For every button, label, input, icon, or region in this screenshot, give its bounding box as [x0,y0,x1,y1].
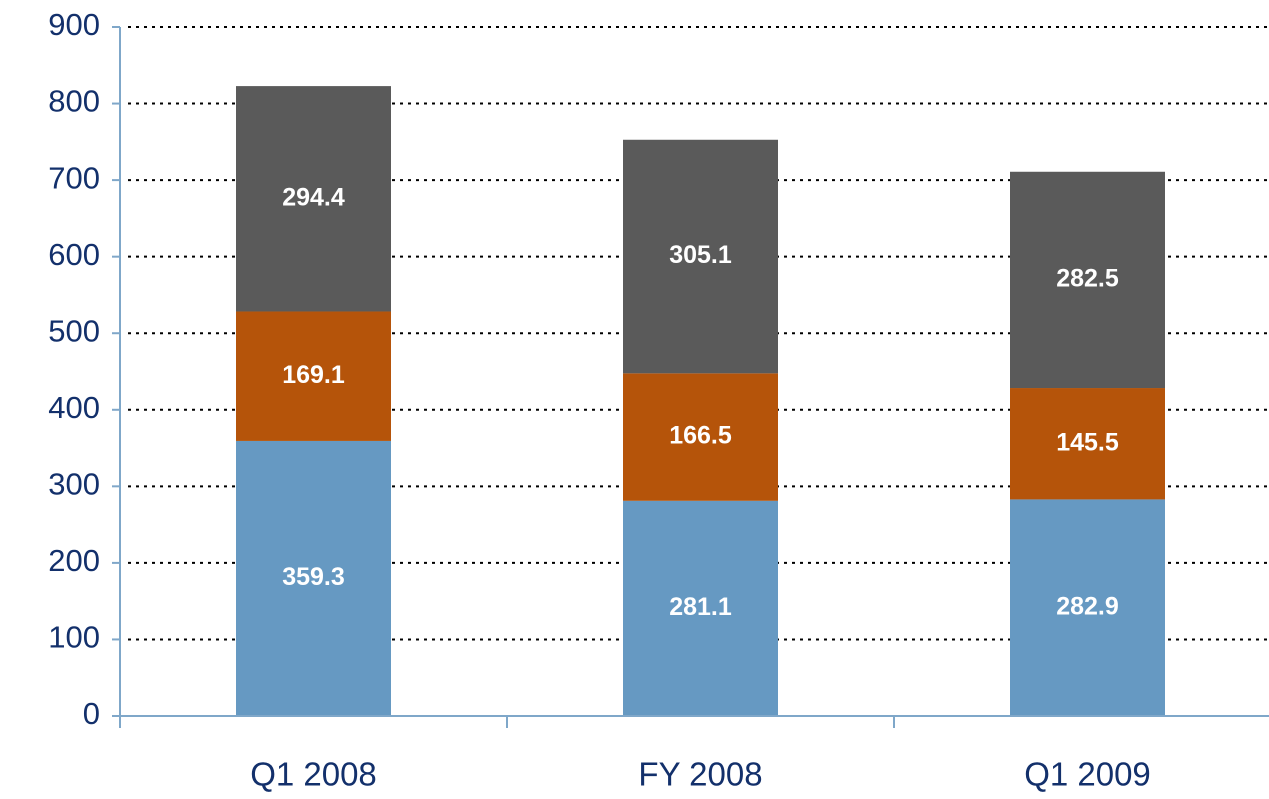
bar-segment [1010,388,1165,500]
data-label: 305.1 [669,241,732,269]
x-tick-label: Q1 2009 [1024,756,1151,793]
y-tick-label: 400 [48,390,100,425]
bar-segment [623,373,778,501]
y-tick-label: 800 [48,84,100,119]
bar-segment [236,86,391,312]
data-label: 282.9 [1056,592,1119,620]
y-tick-label: 600 [48,237,100,272]
data-label: 169.1 [282,361,345,389]
bar-segment [236,311,391,441]
y-tick-label: 900 [48,7,100,42]
bar-segment [623,139,778,374]
y-tick-label: 300 [48,467,100,502]
data-label: 359.3 [282,563,345,591]
y-tick-label: 0 [83,696,100,731]
y-tick-label: 700 [48,160,100,195]
data-label: 282.5 [1056,265,1119,293]
x-tick-label: Q1 2008 [250,756,377,793]
data-label: 166.5 [669,422,732,450]
x-tick-label: FY 2008 [638,756,762,793]
y-tick-label: 500 [48,313,100,348]
y-tick-label: 200 [48,543,100,578]
data-label: 281.1 [669,593,732,621]
bar-segment [1010,499,1165,716]
y-tick-label: 100 [48,620,100,655]
bar-segment [623,500,778,716]
data-label: 145.5 [1056,428,1119,456]
bar-segment [236,440,391,716]
bar-segment [1010,171,1165,389]
data-label: 294.4 [282,183,345,211]
